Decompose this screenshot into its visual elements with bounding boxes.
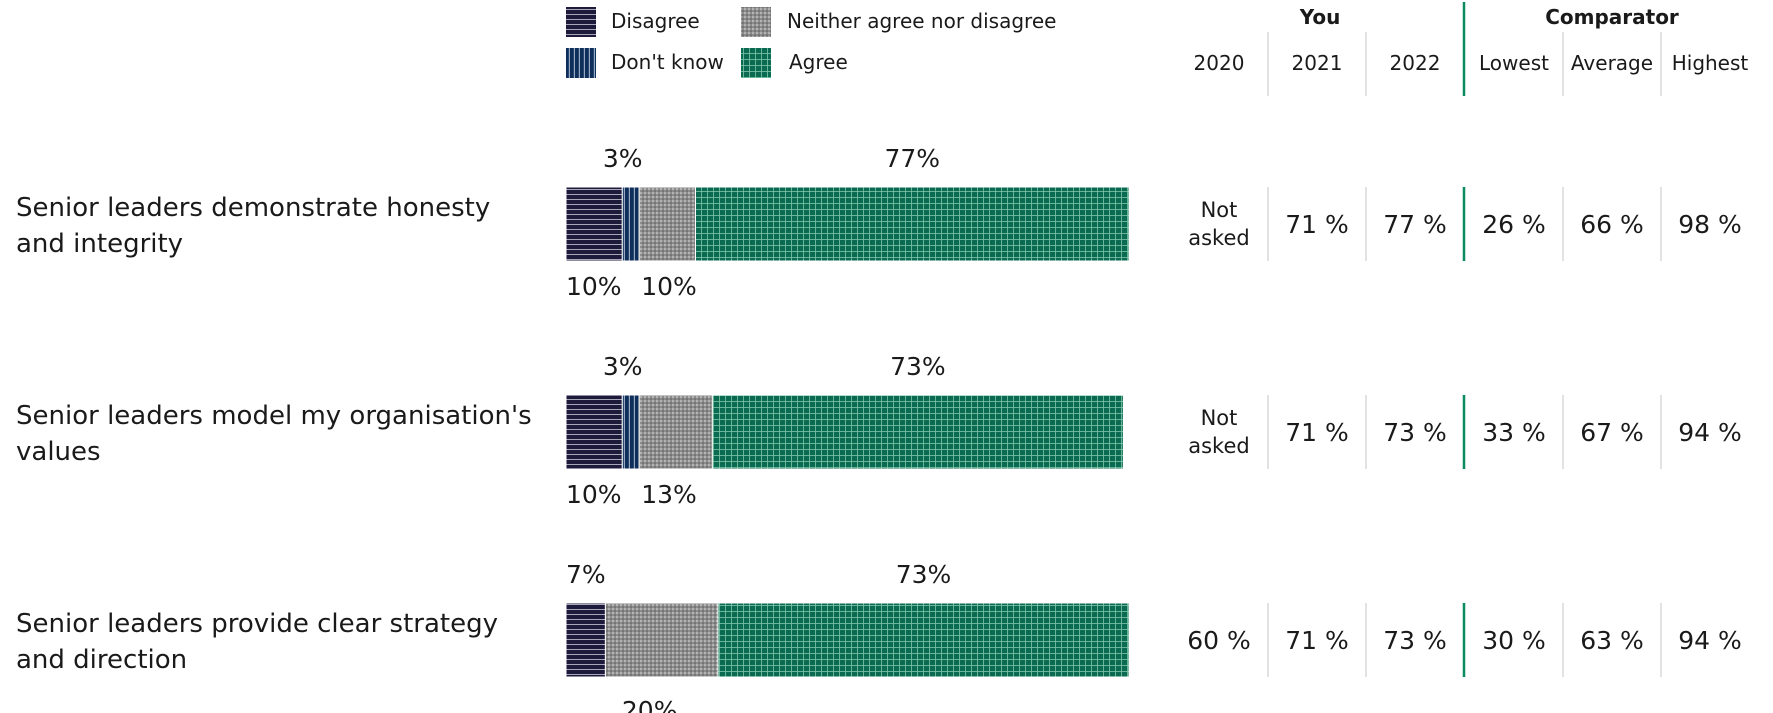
statement-label: Senior leaders model my organisation's va… bbox=[16, 401, 532, 467]
table-cell-2021: 71 % bbox=[1285, 626, 1349, 655]
table-cell-line: Not bbox=[1201, 406, 1238, 430]
data-label-dont-know: 3% bbox=[603, 144, 643, 173]
statement-line: and integrity bbox=[16, 229, 183, 259]
statement-label: Senior leaders provide clear strategy and… bbox=[16, 609, 498, 675]
group-header-comparator: Comparator bbox=[1545, 5, 1679, 29]
table-cell-line: Not bbox=[1201, 198, 1238, 222]
table-cell-average: 67 % bbox=[1580, 418, 1644, 447]
bar-segment-agree bbox=[694, 186, 1130, 262]
column-header-2021: 2021 bbox=[1292, 51, 1343, 75]
table-cell-2020: 60 % bbox=[1187, 626, 1251, 655]
table-cell-average: 66 % bbox=[1580, 210, 1644, 239]
table-cell-average: 63 % bbox=[1580, 626, 1644, 655]
table-cell-2020: Not asked bbox=[1188, 198, 1249, 250]
legend-label-neither: Neither agree nor disagree bbox=[787, 9, 1056, 33]
legend-label-agree: Agree bbox=[789, 50, 848, 74]
column-header-2020: 2020 bbox=[1194, 51, 1245, 75]
bar-segment-agree bbox=[717, 602, 1130, 678]
group-header-you: You bbox=[1299, 5, 1341, 29]
chart-rows: Senior leaders demonstrate honesty and in… bbox=[16, 144, 1742, 713]
statement-line: Senior leaders provide clear strategy bbox=[16, 609, 498, 639]
column-header-average: Average bbox=[1571, 51, 1653, 75]
statement-line: Senior leaders demonstrate honesty bbox=[16, 193, 490, 223]
bar-segment-dont-know bbox=[621, 394, 640, 470]
table-cell-2022: 77 % bbox=[1383, 210, 1447, 239]
table-cell-2022: 73 % bbox=[1383, 626, 1447, 655]
statement-label: Senior leaders demonstrate honesty and in… bbox=[16, 193, 490, 259]
table-cell-2021: 71 % bbox=[1285, 210, 1349, 239]
data-label-disagree: 10% bbox=[566, 272, 622, 301]
column-header-highest: Highest bbox=[1672, 51, 1749, 75]
bar-segment-disagree bbox=[565, 394, 623, 470]
legend-label-disagree: Disagree bbox=[611, 9, 700, 33]
table-cell-highest: 94 % bbox=[1678, 626, 1742, 655]
chart-row: Senior leaders provide clear strategy and… bbox=[16, 560, 1742, 713]
data-label-agree: 73% bbox=[890, 352, 946, 381]
legend-swatch-dont-know bbox=[566, 48, 596, 78]
table-cell-2022: 73 % bbox=[1383, 418, 1447, 447]
bar-segment-neither bbox=[638, 394, 713, 470]
statement-line: Senior leaders model my organisation's bbox=[16, 401, 532, 431]
chart-row: Senior leaders demonstrate honesty and in… bbox=[16, 144, 1742, 301]
statement-line: and direction bbox=[16, 645, 187, 675]
table-cell-lowest: 26 % bbox=[1482, 210, 1546, 239]
table-cell-highest: 94 % bbox=[1678, 418, 1742, 447]
legend-swatch-neither bbox=[741, 7, 771, 37]
data-label-neither: 10% bbox=[641, 272, 697, 301]
legend-item-neither: Neither agree nor disagree bbox=[741, 7, 1056, 37]
column-header-2022: 2022 bbox=[1390, 51, 1441, 75]
legend-swatch-agree bbox=[741, 48, 771, 78]
legend: Disagree Neither agree nor disagree Don'… bbox=[566, 7, 1056, 78]
legend-item-dont-know: Don't know bbox=[566, 48, 724, 78]
table-header: You Comparator 2020 2021 2022 Lowest Ave… bbox=[1194, 2, 1749, 96]
table-cell-line: asked bbox=[1188, 226, 1249, 250]
bar-segment-neither bbox=[604, 602, 719, 678]
table-cell-lowest: 33 % bbox=[1482, 418, 1546, 447]
data-label-disagree: 7% bbox=[566, 560, 606, 589]
legend-label-dont-know: Don't know bbox=[611, 50, 724, 74]
bar-segment-agree bbox=[711, 394, 1124, 470]
legend-swatch-disagree bbox=[566, 7, 596, 37]
legend-item-agree: Agree bbox=[741, 48, 848, 78]
table-cell-line: asked bbox=[1188, 434, 1249, 458]
table-cell-highest: 98 % bbox=[1678, 210, 1742, 239]
chart-row: Senior leaders model my organisation's va… bbox=[16, 352, 1742, 509]
data-label-disagree: 10% bbox=[566, 480, 622, 509]
data-label-dont-know: 3% bbox=[603, 352, 643, 381]
data-label-agree: 73% bbox=[896, 560, 952, 589]
data-label-neither: 20% bbox=[622, 696, 678, 713]
table-cell-2021: 71 % bbox=[1285, 418, 1349, 447]
table-cell-lowest: 30 % bbox=[1482, 626, 1546, 655]
data-label-agree: 77% bbox=[884, 144, 940, 173]
bar-segment-disagree bbox=[565, 602, 606, 678]
column-header-lowest: Lowest bbox=[1479, 51, 1549, 75]
bar-segment-dont-know bbox=[621, 186, 640, 262]
bar-segment-disagree bbox=[565, 186, 623, 262]
legend-item-disagree: Disagree bbox=[566, 7, 700, 37]
statement-line: values bbox=[16, 437, 101, 467]
data-label-neither: 13% bbox=[641, 480, 697, 509]
table-cell-2020: Not asked bbox=[1188, 406, 1249, 458]
bar-segment-neither bbox=[638, 186, 696, 262]
